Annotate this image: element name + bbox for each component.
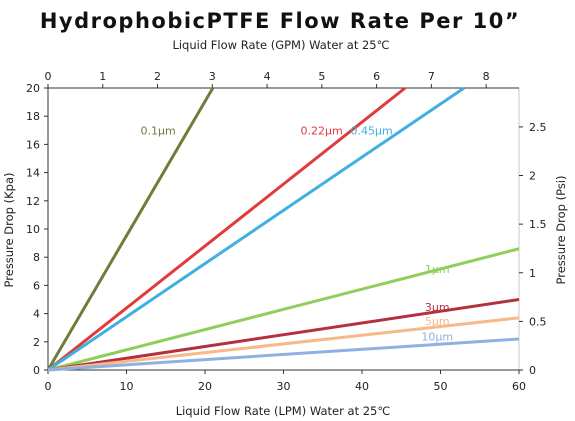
right-tick-label: 0 xyxy=(529,364,536,377)
left-tick-label: 0 xyxy=(33,364,40,377)
left-tick-label: 8 xyxy=(33,251,40,264)
series-line xyxy=(47,247,520,372)
series-label: 1µm xyxy=(425,263,450,276)
series-line xyxy=(47,337,520,372)
series-line xyxy=(47,86,465,372)
series-label: 0.45µm xyxy=(351,124,393,137)
series-line xyxy=(47,316,520,372)
right-tick-label: 2.5 xyxy=(529,121,547,134)
left-tick-label: 20 xyxy=(26,82,40,95)
series-line xyxy=(47,298,520,372)
series-label: 0.1µm xyxy=(141,124,176,137)
left-tick-label: 10 xyxy=(26,223,40,236)
bottom-axis-title: Liquid Flow Rate (LPM) Water at 25℃ xyxy=(176,404,391,418)
top-tick-label: 2 xyxy=(154,70,161,83)
chart-title: HydrophobicPTFE Flow Rate Per 10” xyxy=(40,9,520,33)
left-axis-title: Pressure Drop (Kpa) xyxy=(2,173,16,288)
left-tick-label: 4 xyxy=(33,308,40,321)
top-tick-label: 8 xyxy=(483,70,490,83)
right-tick-label: 0.5 xyxy=(529,315,547,328)
left-tick-label: 14 xyxy=(26,167,40,180)
series-line xyxy=(47,86,407,372)
right-tick-label: 2 xyxy=(529,170,536,183)
bottom-tick-label: 10 xyxy=(120,380,134,393)
series-label: 3µm xyxy=(425,301,450,314)
top-tick-label: 5 xyxy=(318,70,325,83)
top-axis-title: Liquid Flow Rate (GPM) Water at 25℃ xyxy=(172,38,389,52)
top-tick-label: 7 xyxy=(428,70,435,83)
top-tick-label: 6 xyxy=(373,70,380,83)
bottom-tick-label: 40 xyxy=(355,380,369,393)
series-label: 0.22µm xyxy=(300,124,342,137)
top-tick-label: 1 xyxy=(99,70,106,83)
right-axis-title: Pressure Drop (Psi) xyxy=(554,176,568,285)
bottom-tick-label: 60 xyxy=(512,380,526,393)
series-label: 5µm xyxy=(425,315,450,328)
series-line xyxy=(46,87,215,371)
left-tick-label: 16 xyxy=(26,138,40,151)
bottom-tick-label: 30 xyxy=(277,380,291,393)
series-label: 10µm xyxy=(421,331,453,344)
top-tick-label: 0 xyxy=(45,70,52,83)
bottom-tick-label: 50 xyxy=(434,380,448,393)
bottom-tick-label: 0 xyxy=(45,380,52,393)
left-tick-label: 12 xyxy=(26,195,40,208)
bottom-tick-label: 20 xyxy=(198,380,212,393)
right-tick-label: 1 xyxy=(529,267,536,280)
left-tick-label: 18 xyxy=(26,110,40,123)
right-tick-label: 1.5 xyxy=(529,218,547,231)
left-tick-label: 2 xyxy=(33,336,40,349)
left-tick-label: 6 xyxy=(33,279,40,292)
top-tick-label: 3 xyxy=(209,70,216,83)
top-tick-label: 4 xyxy=(264,70,271,83)
